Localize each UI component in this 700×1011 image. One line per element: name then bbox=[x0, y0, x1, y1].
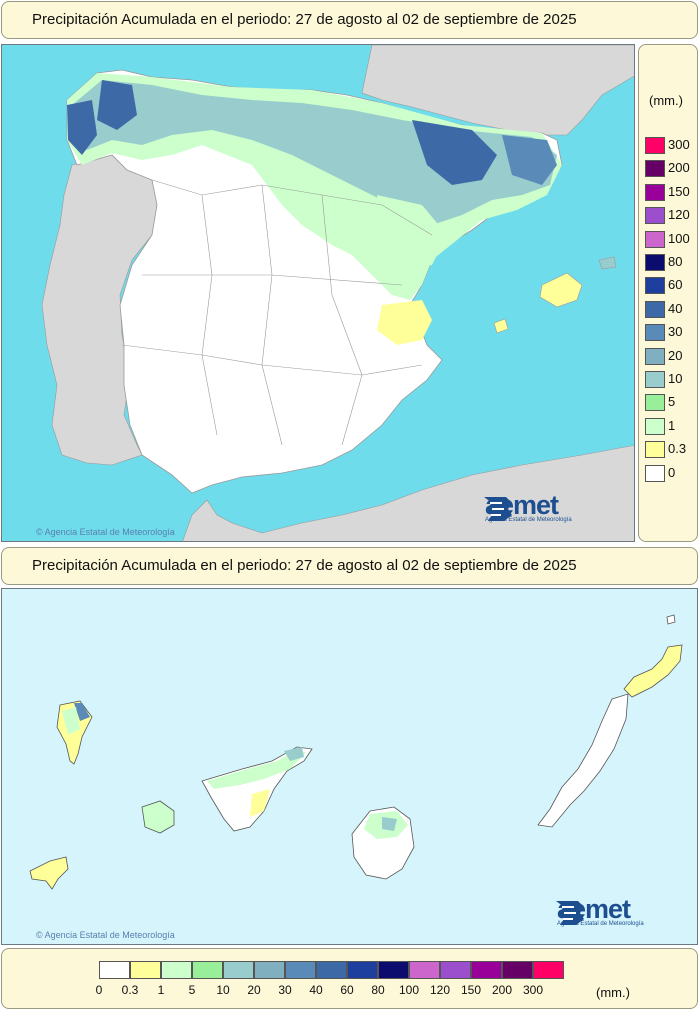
vertical-legend-swatch bbox=[645, 230, 665, 248]
precip-east-light bbox=[377, 300, 432, 345]
precip-catalonia-dark bbox=[502, 135, 557, 185]
vertical-legend-swatch bbox=[645, 183, 665, 201]
vertical-legend-swatch bbox=[645, 137, 665, 154]
africa-landmass bbox=[182, 445, 634, 541]
bottom-logo-sub: Agencia Estatal de Meteorología bbox=[557, 921, 644, 927]
horizontal-legend-label: 40 bbox=[309, 983, 323, 997]
vertical-legend-swatch bbox=[645, 324, 665, 342]
graciosa-island bbox=[666, 614, 676, 625]
vertical-legend-swatch bbox=[645, 394, 665, 412]
top-map-title: Precipitación Acumulada en el periodo: 2… bbox=[1, 1, 698, 39]
horizontal-legend-label: 30 bbox=[278, 983, 292, 997]
horizontal-legend-label: 200 bbox=[491, 983, 513, 997]
vertical-legend-label: 100 bbox=[668, 230, 690, 246]
horizontal-legend-label: 80 bbox=[371, 983, 385, 997]
fuerteventura-island bbox=[537, 693, 629, 828]
horizontal-legend-swatch bbox=[533, 961, 564, 979]
vertical-legend-label: 120 bbox=[668, 207, 690, 223]
vertical-legend-unit: (mm.) bbox=[649, 93, 683, 108]
top-logo-sub: Agencia Estatal de Meteorología bbox=[485, 517, 572, 523]
vertical-legend-swatch bbox=[645, 207, 665, 225]
horizontal-legend-label: 5 bbox=[188, 983, 196, 997]
canary-map: © Agencia Estatal de Meteorología aemet … bbox=[1, 588, 698, 945]
vertical-legend-swatch bbox=[645, 464, 665, 482]
precip-pyrenees-dark bbox=[412, 120, 497, 185]
vertical-legend: (mm.) 300 200 150 120 100 80 60 40 30 20 10 5 1 0.3 0 bbox=[638, 44, 698, 542]
la-gomera-island bbox=[141, 800, 175, 834]
lanzarote-island bbox=[623, 644, 683, 698]
vertical-legend-label: 150 bbox=[668, 183, 690, 199]
horizontal-legend-unit: (mm.) bbox=[596, 985, 630, 1000]
aemet-logo-icon bbox=[556, 901, 584, 925]
menorca-island bbox=[598, 256, 617, 270]
horizontal-legend-swatch bbox=[192, 961, 223, 979]
copyright-icon: © bbox=[36, 930, 43, 940]
copyright-icon: © bbox=[36, 527, 43, 537]
mallorca-island bbox=[539, 272, 583, 308]
precip-galicia-dark bbox=[67, 100, 97, 155]
bottom-aemet-logo: aemet Agencia Estatal de Meteorología bbox=[554, 896, 644, 927]
horizontal-legend-swatch bbox=[347, 961, 378, 979]
horizontal-legend-swatch bbox=[130, 961, 161, 979]
vertical-legend-swatch bbox=[645, 441, 665, 459]
peninsula-map-drawing bbox=[41, 45, 634, 541]
vertical-legend-label: 0.3 bbox=[668, 441, 687, 457]
vertical-legend-label: 300 bbox=[668, 137, 690, 152]
vertical-legend-label: 80 bbox=[668, 254, 683, 269]
vertical-legend-label: 1 bbox=[668, 417, 676, 433]
vertical-legend-label: 0 bbox=[668, 464, 676, 480]
horizontal-legend-swatch bbox=[223, 961, 254, 979]
region-borders bbox=[121, 179, 433, 446]
horizontal-legend-swatch bbox=[285, 961, 316, 979]
el-hierro-island bbox=[29, 856, 69, 890]
vertical-legend-label: 20 bbox=[668, 347, 683, 363]
bottom-map-credit: © Agencia Estatal de Meteorología bbox=[36, 930, 175, 940]
vertical-legend-swatch bbox=[645, 254, 665, 271]
horizontal-legend-label: 20 bbox=[247, 983, 261, 997]
vertical-legend-label: 200 bbox=[668, 160, 690, 176]
horizontal-legend-swatch bbox=[409, 961, 440, 979]
vertical-legend-swatch bbox=[645, 160, 665, 178]
vertical-legend-label: 10 bbox=[668, 371, 683, 386]
horizontal-legend-label: 300 bbox=[522, 983, 544, 997]
horizontal-legend-label: 1 bbox=[157, 983, 165, 997]
horizontal-legend-swatch bbox=[99, 961, 130, 979]
horizontal-legend-label: 10 bbox=[216, 983, 230, 997]
bottom-map-title: Precipitación Acumulada en el periodo: 2… bbox=[1, 547, 698, 585]
horizontal-legend-label: 60 bbox=[340, 983, 354, 997]
top-aemet-logo: aemet Agencia Estatal de Meteorología bbox=[482, 492, 572, 523]
vertical-legend-label: 40 bbox=[668, 300, 683, 316]
peninsula-map: © Agencia Estatal de Meteorología aemet … bbox=[1, 44, 635, 542]
vertical-legend-label: 30 bbox=[668, 324, 683, 340]
horizontal-legend-swatch bbox=[254, 961, 285, 979]
precip-center-green bbox=[377, 195, 447, 270]
horizontal-legend-label: 150 bbox=[460, 983, 482, 997]
horizontal-legend-swatch bbox=[161, 961, 192, 979]
vertical-legend-label: 60 bbox=[668, 277, 683, 293]
horizontal-legend-swatch bbox=[502, 961, 533, 979]
horizontal-legend-swatch bbox=[316, 961, 347, 979]
horizontal-legend: 0 0.3 1 5 10 20 30 40 60 80 100 120 150 200 300 (mm.) bbox=[1, 948, 698, 1009]
vertical-legend-swatch bbox=[645, 300, 665, 318]
precip-north-dark bbox=[97, 80, 137, 130]
vertical-legend-swatch bbox=[645, 371, 665, 388]
canary-map-drawing bbox=[29, 614, 683, 890]
precip-north-mid bbox=[72, 80, 557, 225]
aemet-logo-icon bbox=[484, 497, 512, 521]
horizontal-legend-label: 100 bbox=[398, 983, 420, 997]
horizontal-legend-label: 0 bbox=[95, 983, 103, 997]
horizontal-legend-swatch bbox=[471, 961, 502, 979]
top-map-credit: © Agencia Estatal de Meteorología bbox=[36, 527, 175, 537]
vertical-legend-swatch bbox=[645, 347, 665, 365]
vertical-legend-swatch bbox=[645, 277, 665, 295]
horizontal-legend-swatch bbox=[440, 961, 471, 979]
vertical-legend-swatch bbox=[645, 417, 665, 435]
horizontal-legend-label: 0.3 bbox=[121, 983, 139, 997]
vertical-legend-label: 5 bbox=[668, 394, 676, 410]
ibiza-island bbox=[493, 318, 509, 334]
horizontal-legend-swatch bbox=[378, 961, 409, 979]
horizontal-legend-label: 120 bbox=[429, 983, 451, 997]
